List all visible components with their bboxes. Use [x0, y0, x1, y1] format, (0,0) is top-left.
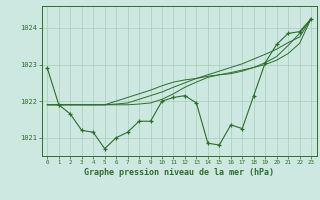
X-axis label: Graphe pression niveau de la mer (hPa): Graphe pression niveau de la mer (hPa) — [84, 168, 274, 177]
